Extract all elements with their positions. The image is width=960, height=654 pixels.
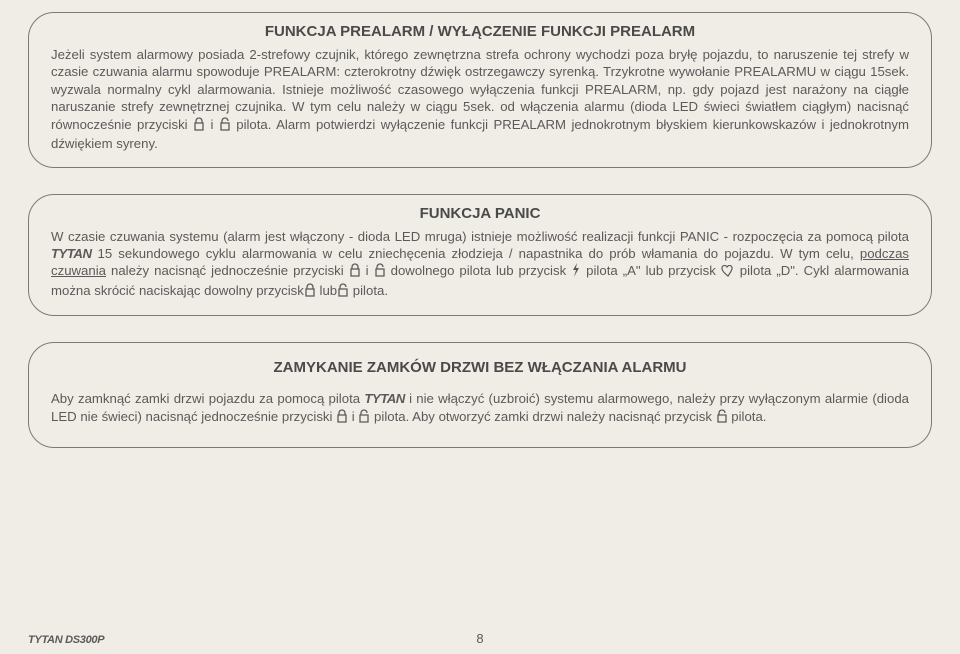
text: pilota „A" lub przycisk — [581, 263, 721, 278]
page-number: 8 — [476, 631, 483, 646]
text: i — [348, 409, 358, 424]
panel-prealarm: FUNKCJA PREALARM / WYŁĄCZENIE FUNKCJI PR… — [28, 12, 932, 168]
text: lub — [316, 283, 337, 298]
lock-open-icon — [358, 409, 370, 427]
footer: TYTAN DS300P 8 — [28, 634, 932, 646]
panel-title: FUNKCJA PANIC — [51, 205, 909, 222]
text: pilota. — [349, 283, 388, 298]
text: i — [361, 263, 374, 278]
lock-closed-icon — [193, 117, 205, 135]
heart-icon — [721, 264, 735, 281]
lock-open-icon — [219, 117, 231, 135]
panel-title: FUNKCJA PREALARM / WYŁĄCZENIE FUNKCJI PR… — [51, 23, 909, 40]
lock-closed-icon — [304, 283, 316, 301]
lock-open-icon — [337, 283, 349, 301]
brand-text: TYTAN — [51, 246, 91, 261]
lock-closed-icon — [336, 409, 348, 427]
panel-body: W czasie czuwania systemu (alarm jest wł… — [51, 228, 909, 302]
panel-panic: FUNKCJA PANIC W czasie czuwania systemu … — [28, 194, 932, 317]
text: pilota. — [728, 409, 767, 424]
text: dowolnego pilota lub przycisk — [386, 263, 572, 278]
text: Aby zamknąć zamki drzwi pojazdu za pomoc… — [51, 391, 364, 406]
lock-closed-icon — [349, 263, 361, 281]
text: i — [205, 117, 219, 132]
text: 15 sekundowego cyklu alarmowania w celu … — [91, 246, 859, 261]
panel-body: Aby zamknąć zamki drzwi pojazdu za pomoc… — [51, 390, 909, 427]
lock-open-icon — [374, 263, 386, 281]
brand-text: TYTAN — [364, 391, 404, 406]
text: pilota. Aby otworzyć zamki drzwi należy … — [370, 409, 715, 424]
panel-body: Jeżeli system alarmowy posiada 2-strefow… — [51, 46, 909, 153]
text: należy nacisnąć jednocześnie przyciski — [106, 263, 349, 278]
panel-title: ZAMYKANIE ZAMKÓW DRZWI BEZ WŁĄCZANIA ALA… — [51, 359, 909, 376]
lock-open-icon — [716, 409, 728, 427]
footer-brand: TYTAN DS300P — [28, 634, 104, 646]
bolt-icon — [571, 263, 581, 281]
text: W czasie czuwania systemu (alarm jest wł… — [51, 229, 909, 244]
panel-lock-doors: ZAMYKANIE ZAMKÓW DRZWI BEZ WŁĄCZANIA ALA… — [28, 342, 932, 448]
